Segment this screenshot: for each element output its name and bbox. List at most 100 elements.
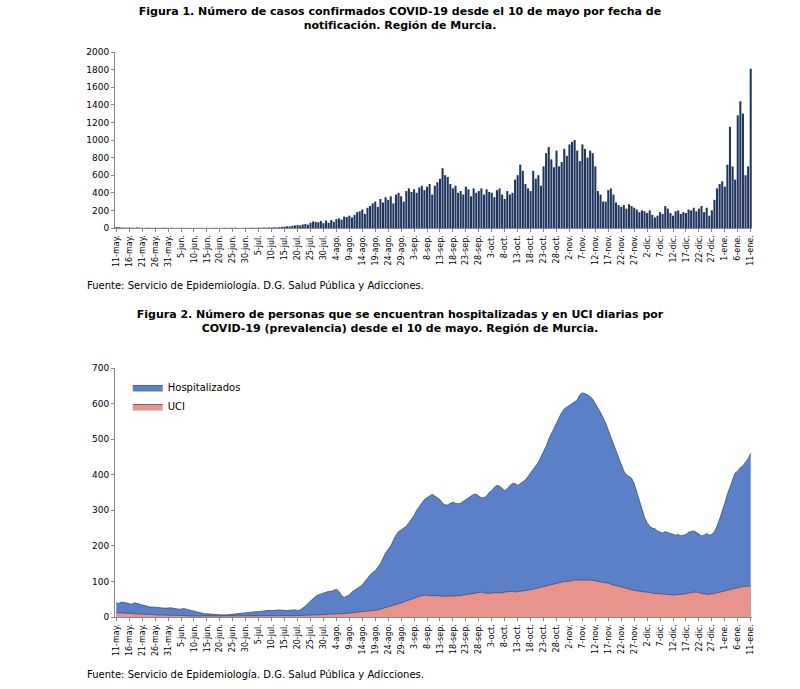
svg-text:30-jun.: 30-jun. <box>241 624 250 652</box>
svg-text:8-sep.: 8-sep. <box>423 235 432 260</box>
svg-text:300: 300 <box>92 505 109 515</box>
svg-text:26-may.: 26-may. <box>151 235 160 267</box>
svg-text:28-oct.: 28-oct. <box>552 624 561 652</box>
svg-text:11-may.: 11-may. <box>112 235 121 267</box>
svg-text:200: 200 <box>92 206 109 216</box>
svg-text:7-dic.: 7-dic. <box>656 235 665 257</box>
svg-text:1-ene.: 1-ene. <box>720 235 729 260</box>
svg-text:14-ago.: 14-ago. <box>358 235 367 265</box>
svg-text:Fuente: Servicio de Epidemiolo: Fuente: Servicio de Epidemiología. D.G. … <box>87 669 424 680</box>
svg-text:22-nov.: 22-nov. <box>617 235 626 265</box>
svg-text:29-ago.: 29-ago. <box>397 235 406 265</box>
svg-text:10-jul.: 10-jul. <box>267 235 276 260</box>
svg-text:24-ago.: 24-ago. <box>384 235 393 265</box>
svg-text:10-jun.: 10-jun. <box>190 235 199 263</box>
svg-text:22-nov.: 22-nov. <box>617 624 626 654</box>
svg-text:17-dic.: 17-dic. <box>682 624 691 651</box>
svg-text:28-sep.: 28-sep. <box>474 235 483 265</box>
svg-text:UCI: UCI <box>168 401 185 412</box>
svg-text:29-ago.: 29-ago. <box>397 624 406 654</box>
svg-text:1000: 1000 <box>86 135 109 145</box>
svg-text:8-oct.: 8-oct. <box>500 624 509 647</box>
svg-text:22-dic.: 22-dic. <box>695 624 704 651</box>
svg-text:10-jul.: 10-jul. <box>267 624 276 649</box>
svg-text:15-jun.: 15-jun. <box>203 235 212 263</box>
svg-text:8-sep.: 8-sep. <box>423 624 432 649</box>
svg-text:11-may.: 11-may. <box>112 624 121 656</box>
svg-text:11-ene.: 11-ene. <box>746 624 755 655</box>
svg-text:Figura 1. Número de casos conf: Figura 1. Número de casos confirmados CO… <box>139 5 661 32</box>
svg-text:24-ago.: 24-ago. <box>384 624 393 654</box>
svg-text:27-dic.: 27-dic. <box>707 235 716 262</box>
svg-text:28-oct.: 28-oct. <box>552 235 561 263</box>
svg-text:2000: 2000 <box>86 47 109 57</box>
svg-text:22-dic.: 22-dic. <box>695 235 704 262</box>
svg-text:3-sep.: 3-sep. <box>410 624 419 649</box>
svg-text:100: 100 <box>92 577 109 587</box>
svg-text:13-oct.: 13-oct. <box>513 624 522 652</box>
svg-text:200: 200 <box>92 541 109 551</box>
svg-text:17-nov.: 17-nov. <box>604 235 613 265</box>
svg-text:30-jul.: 30-jul. <box>319 235 328 260</box>
svg-text:500: 500 <box>92 434 109 444</box>
svg-text:6-ene.: 6-ene. <box>733 235 742 260</box>
svg-text:0: 0 <box>103 612 109 622</box>
svg-text:25-jun.: 25-jun. <box>228 624 237 652</box>
svg-text:27-nov.: 27-nov. <box>630 235 639 265</box>
svg-text:23-oct.: 23-oct. <box>539 235 548 263</box>
svg-text:18-oct.: 18-oct. <box>526 624 535 652</box>
svg-text:20-jul.: 20-jul. <box>293 624 302 649</box>
svg-text:18-oct.: 18-oct. <box>526 235 535 263</box>
svg-text:1-ene.: 1-ene. <box>720 624 729 649</box>
svg-text:7-dic.: 7-dic. <box>656 624 665 646</box>
svg-text:600: 600 <box>92 399 109 409</box>
svg-text:9-ago.: 9-ago. <box>345 235 354 260</box>
svg-text:400: 400 <box>92 188 109 198</box>
svg-text:5-jun.: 5-jun. <box>177 624 186 647</box>
svg-text:11-ene.: 11-ene. <box>746 235 755 266</box>
svg-text:800: 800 <box>92 153 109 163</box>
svg-text:17-nov.: 17-nov. <box>604 624 613 654</box>
svg-text:400: 400 <box>92 470 109 480</box>
svg-text:1400: 1400 <box>86 100 109 110</box>
svg-text:4-ago.: 4-ago. <box>332 624 341 649</box>
svg-text:7-nov.: 7-nov. <box>578 235 587 260</box>
svg-text:3-sep.: 3-sep. <box>410 235 419 260</box>
svg-text:2-dic.: 2-dic. <box>643 235 652 257</box>
svg-text:15-jul.: 15-jul. <box>280 624 289 649</box>
svg-text:16-may.: 16-may. <box>125 235 134 267</box>
svg-text:2-nov.: 2-nov. <box>565 235 574 260</box>
svg-text:30-jun.: 30-jun. <box>241 235 250 263</box>
svg-text:Fuente: Servicio de Epidemiolo: Fuente: Servicio de Epidemiología. D.G. … <box>87 280 424 291</box>
svg-text:18-sep.: 18-sep. <box>449 235 458 265</box>
svg-text:20-jun.: 20-jun. <box>215 235 224 263</box>
svg-text:20-jun.: 20-jun. <box>215 624 224 652</box>
svg-text:12-dic.: 12-dic. <box>669 235 678 262</box>
svg-text:15-jun.: 15-jun. <box>203 624 212 652</box>
svg-text:700: 700 <box>92 363 109 373</box>
svg-text:13-sep.: 13-sep. <box>436 235 445 265</box>
svg-text:27-nov.: 27-nov. <box>630 624 639 654</box>
svg-text:23-sep.: 23-sep. <box>461 235 470 265</box>
svg-text:1800: 1800 <box>86 65 109 75</box>
svg-text:20-jul.: 20-jul. <box>293 235 302 260</box>
svg-text:27-dic.: 27-dic. <box>707 624 716 651</box>
svg-text:21-may.: 21-may. <box>138 235 147 267</box>
svg-text:1200: 1200 <box>86 118 109 128</box>
svg-text:31-may.: 31-may. <box>164 235 173 267</box>
svg-text:9-ago.: 9-ago. <box>345 624 354 649</box>
svg-text:5-jul.: 5-jul. <box>254 624 263 644</box>
svg-text:1600: 1600 <box>86 82 109 92</box>
svg-text:5-jun.: 5-jun. <box>177 235 186 258</box>
svg-text:12-nov.: 12-nov. <box>591 235 600 265</box>
svg-text:19-ago.: 19-ago. <box>371 235 380 265</box>
svg-text:12-nov.: 12-nov. <box>591 624 600 654</box>
svg-text:30-jul.: 30-jul. <box>319 624 328 649</box>
svg-text:18-sep.: 18-sep. <box>449 624 458 654</box>
svg-text:13-sep.: 13-sep. <box>436 624 445 654</box>
svg-text:2-nov.: 2-nov. <box>565 624 574 649</box>
svg-text:25-jun.: 25-jun. <box>228 235 237 263</box>
svg-text:25-jul.: 25-jul. <box>306 624 315 649</box>
svg-text:2-dic.: 2-dic. <box>643 624 652 646</box>
svg-text:12-dic.: 12-dic. <box>669 624 678 651</box>
